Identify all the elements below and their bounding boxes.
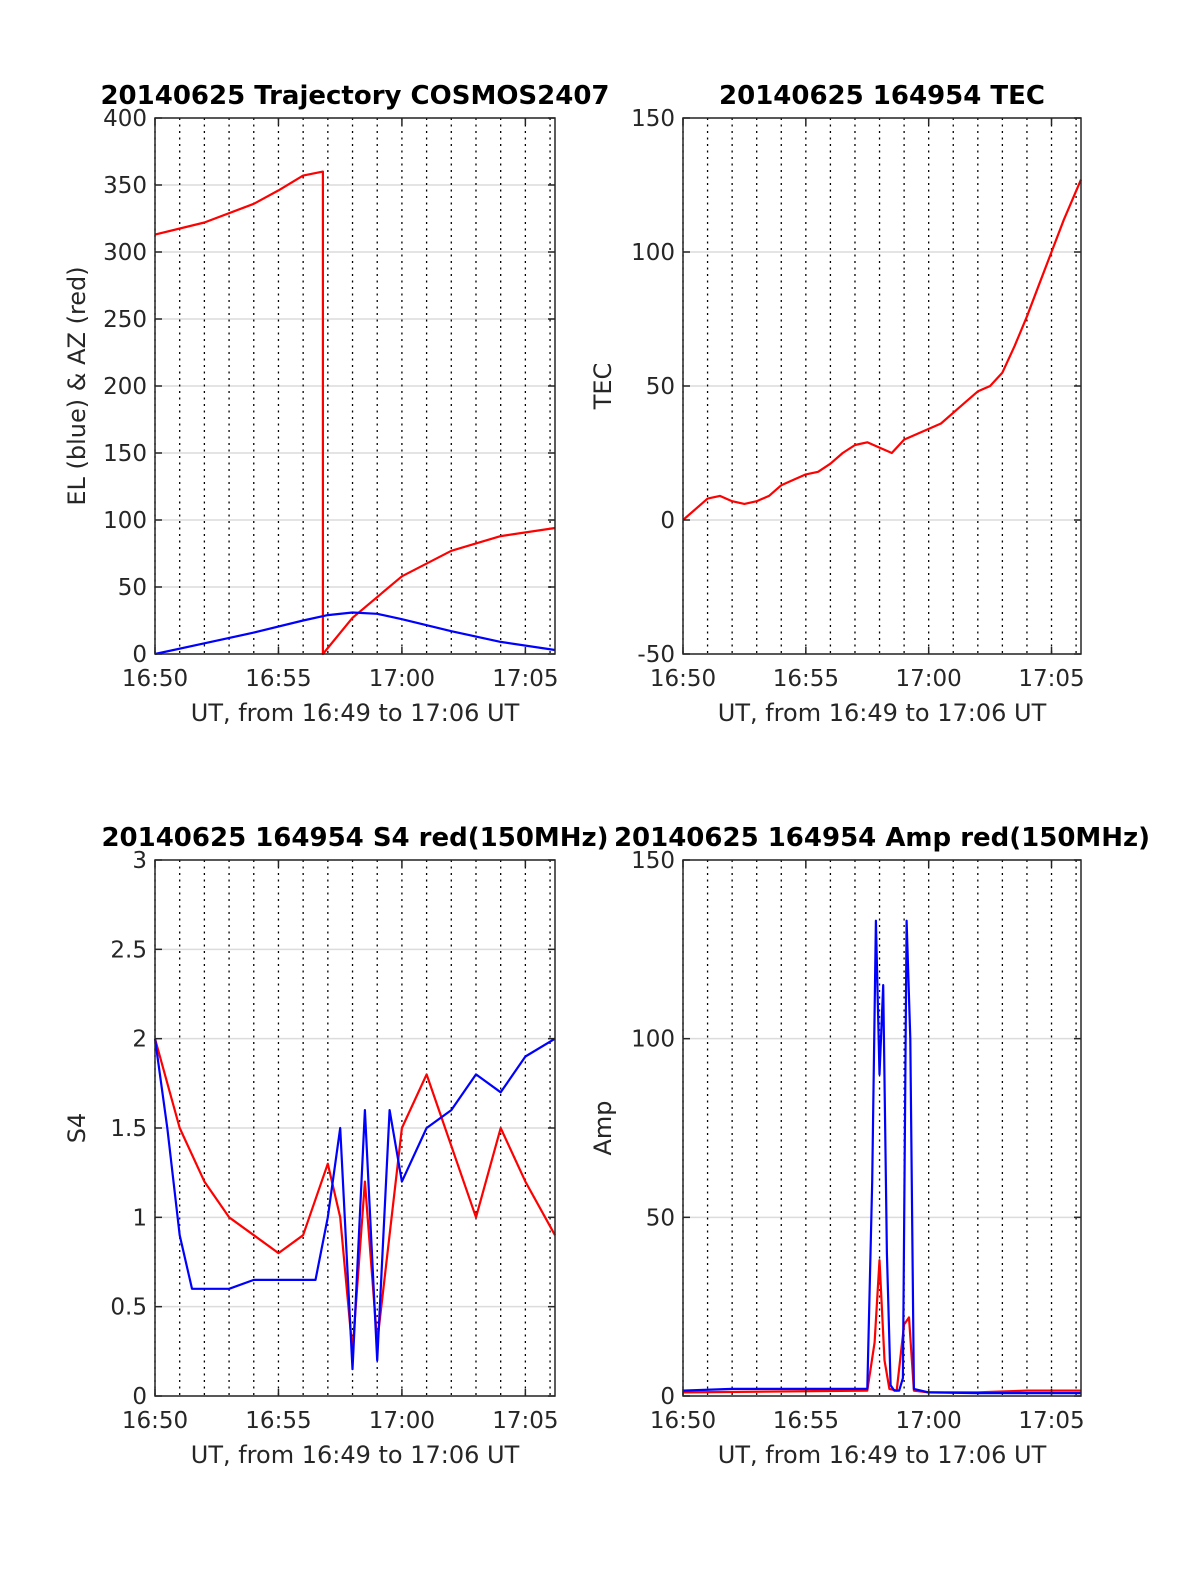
x-tick-label: 16:50 [122,666,188,692]
y-tick-label: 50 [646,374,675,400]
x-axis-label: UT, from 16:49 to 17:06 UT [718,1441,1047,1469]
y-tick-label: 2 [132,1027,147,1053]
chart-panel-4: 0 50 100 150 16:50 16:55 17:00 17:05 20140625 16… [589,823,1150,1469]
y-tick-label: 100 [103,508,147,534]
y-axis-label: Amp [589,1100,617,1155]
y-tick-label: 200 [103,374,147,400]
y-tick-label: 400 [103,106,147,132]
x-axis-label: UT, from 16:49 to 17:06 UT [191,699,520,727]
x-tick-label: 16:55 [245,1408,311,1434]
y-tick-label: -50 [637,642,675,668]
y-tick-label: 0 [132,642,147,668]
series-line-blue [682,919,1081,1395]
y-tick-label: 0 [660,508,675,534]
axes-frame [682,859,1082,1397]
chart-title: 20140625 164954 S4 red(150MHz) [101,823,608,853]
y-tick-label: 50 [118,575,147,601]
series-line-tec [682,179,1083,521]
y-tick-label: 0 [660,1384,675,1410]
y-tick-label: 0.5 [110,1295,147,1321]
x-tick-label: 17:00 [369,666,435,692]
chart-title: 20140625 164954 Amp red(150MHz) [614,823,1150,853]
y-tick-label: 100 [631,240,675,266]
y-tick-label: 50 [646,1205,675,1231]
y-tick-label: 300 [103,240,147,266]
x-tick-label: 16:50 [650,666,716,692]
x-tick-label: 17:00 [896,666,962,692]
x-tick-label: 17:05 [492,666,558,692]
y-tick-label: 150 [103,441,147,467]
series-line-az [154,170,556,656]
y-tick-label: 1 [132,1205,147,1231]
y-tick-label: 3 [132,848,147,874]
y-axis-label: S4 [63,1113,91,1144]
series-line-red-150mhz- [682,1259,1081,1394]
chart-panel-2: -50 0 50 100 150 16:50 16:55 17:00 17:05 20140625… [589,81,1085,727]
x-tick-label: 16:50 [122,1408,188,1434]
chart-panel-3: 0 0.5 1 1.5 2 2.5 3 16:50 16:55 17:00 17:05 2014062… [63,823,609,1469]
x-tick-label: 17:05 [492,1408,558,1434]
y-tick-label: 250 [103,307,147,333]
y-tick-label: 1.5 [110,1116,147,1142]
y-tick-label: 0 [132,1384,147,1410]
x-tick-label: 17:05 [1018,666,1084,692]
x-tick-label: 17:00 [369,1408,435,1434]
x-tick-label: 16:55 [773,666,839,692]
series-line-blue [153,1037,556,1371]
chart-title: 20140625 Trajectory COSMOS2407 [100,81,609,111]
x-tick-label: 17:05 [1018,1408,1084,1434]
series-line-el [154,611,556,656]
y-tick-label: 150 [631,848,675,874]
x-tick-label: 16:50 [650,1408,716,1434]
y-tick-label: 350 [103,173,147,199]
x-tick-label: 17:00 [896,1408,962,1434]
y-tick-label: 150 [631,106,675,132]
y-tick-label: 2.5 [110,937,147,963]
chart-panel-1: 0 50 100 150 200 250 300 350 400 16:50 16:55 17:00 1… [63,81,610,727]
x-tick-label: 16:55 [773,1408,839,1434]
x-axis-label: UT, from 16:49 to 17:06 UT [191,1441,520,1469]
y-axis-label: EL (blue) & AZ (red) [63,266,91,505]
x-tick-label: 16:55 [245,666,311,692]
chart-title: 20140625 164954 TEC [719,81,1045,111]
y-tick-label: 100 [631,1027,675,1053]
y-axis-label: TEC [589,363,617,411]
x-axis-label: UT, from 16:49 to 17:06 UT [718,699,1047,727]
